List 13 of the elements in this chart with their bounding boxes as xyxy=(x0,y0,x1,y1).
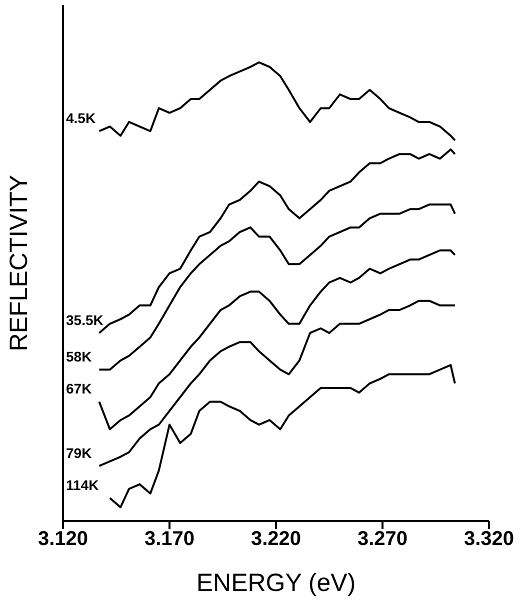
series-label: 67K xyxy=(66,380,92,397)
series-label: 58K xyxy=(66,348,92,365)
series-label: 35.5K xyxy=(66,312,104,328)
x-tick-label: 3.320 xyxy=(464,528,514,550)
series-label: 4.5K xyxy=(66,110,96,126)
x-tick-label: 3.270 xyxy=(357,528,408,550)
x-tick-label: 3.120 xyxy=(38,528,88,550)
series-label: 114K xyxy=(66,477,99,494)
x-axis-title: ENERGY (eV) xyxy=(196,569,356,597)
x-tick-label: 3.220 xyxy=(250,528,302,550)
series-label: 79K xyxy=(66,444,92,461)
y-axis-title: REFLECTIVITY xyxy=(4,174,33,352)
x-tick-label: 3.170 xyxy=(144,528,195,550)
